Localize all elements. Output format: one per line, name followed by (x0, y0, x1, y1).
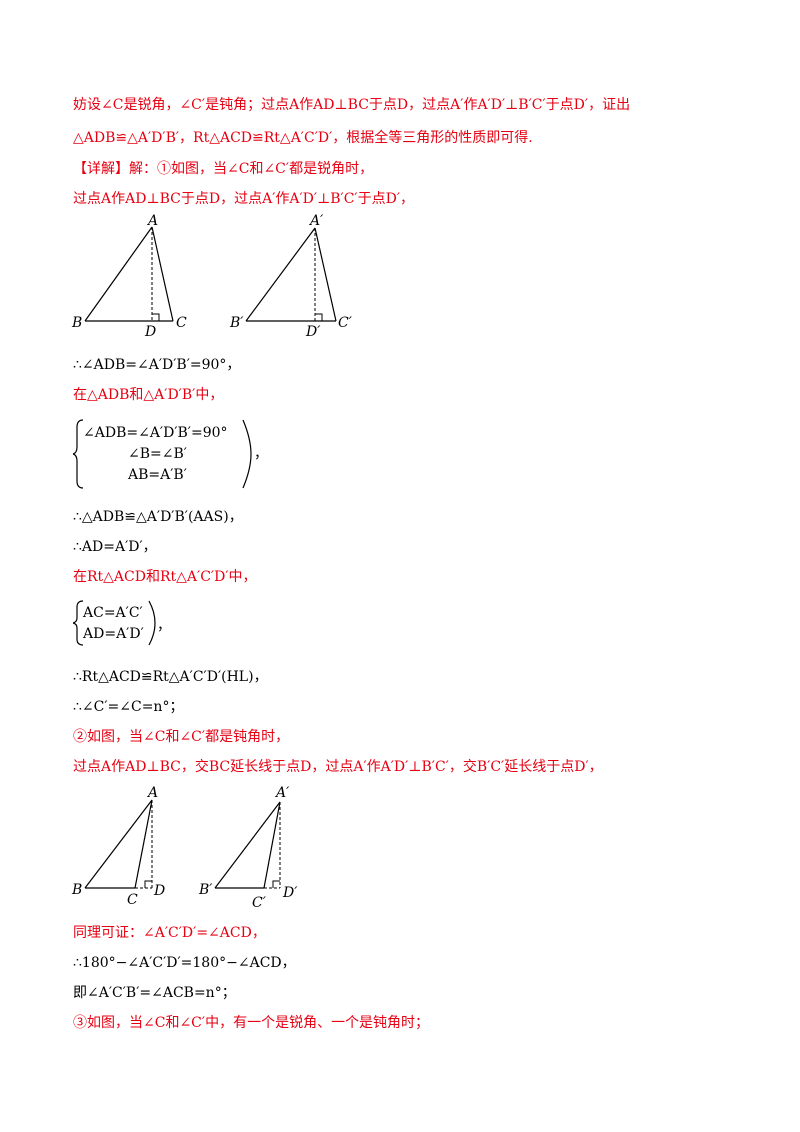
label-B-prime: B′ (198, 882, 213, 898)
label-C: C (176, 315, 187, 331)
supplement-equation: ∴180°−∠A′C′D′=180°−∠ACD， (73, 955, 296, 971)
left-brace-icon (73, 600, 84, 646)
label-B: B (71, 315, 82, 331)
conclusion-hl: ∴Rt△ACD≌Rt△A′C′D′(HL)， (73, 669, 268, 685)
label-D: D (153, 883, 165, 899)
right-paren-icon (242, 419, 252, 489)
label-C-prime: C′ (338, 315, 353, 331)
system-aas-tail: ， (254, 446, 268, 462)
system-hl-tail: ， (157, 618, 171, 634)
conclusion-ad-equal: ∴AD=A′D′， (73, 539, 157, 555)
triangle-abc-prime-obtuse: A′ B′ C′ D′ (198, 785, 298, 911)
triangle-abc-acute: A B C D (71, 214, 187, 339)
left-brace-icon (73, 419, 84, 489)
detail-tag: 【详解】 (73, 161, 129, 177)
proof-right-angles: ∴∠ADB=∠A′D′B′=90°， (73, 357, 241, 373)
label-A: A (146, 214, 158, 229)
label-A: A (146, 785, 158, 801)
label-D-prime: D′ (282, 885, 298, 901)
case2-construction: 过点A作AD⊥BC，交BC延长线于点D，过点A′作A′D′⊥B′C′，交B′C′… (73, 759, 603, 775)
label-D-prime: D′ (305, 324, 321, 339)
label-A-prime: A′ (308, 214, 324, 229)
case3-intro: ③如图，当∠C和∠C′中，有一个是锐角、一个是钝角时； (73, 1015, 430, 1031)
detail-heading: 【详解】解：①如图，当∠C和∠C′都是锐角时， (73, 160, 373, 178)
triangle-abc-prime-acute: A′ B′ C′ D′ (229, 214, 353, 339)
figure-obtuse-triangles: A B C D A′ B′ C′ D′ (71, 785, 298, 911)
system-hl-row-2: AD=A′D′ (83, 626, 144, 642)
system-aas-row-3: AB=A′B′ (128, 467, 187, 483)
triangle-abc-obtuse: A B C D (71, 785, 165, 908)
label-D: D (144, 324, 156, 339)
label-C: C (127, 892, 138, 908)
label-C-prime: C′ (252, 895, 267, 911)
case1-construction: 过点A作AD⊥BC于点D，过点A′作A′D′⊥B′C′于点D′， (73, 191, 415, 207)
in-triangles-adb: 在△ADB和△A′D′B′中， (73, 387, 224, 403)
angle-conclusion: 即∠A′C′B′=∠ACB=n°； (73, 985, 236, 1001)
analysis-line-2: △ADB≌△A′D′B′，Rt△ACD≌Rt△A′C′D′，根据全等三角形的性质… (73, 130, 533, 146)
conclusion-aas: ∴△ADB≌△A′D′B′(AAS)， (73, 509, 243, 525)
in-rt-triangles: 在Rt△ACD和Rt△A′C′D′中， (73, 569, 257, 585)
system-hl-row-1: AC=A′C′ (83, 605, 143, 621)
case2-intro: ②如图，当∠C和∠C′都是钝角时， (73, 729, 290, 745)
figure-acute-triangles: A B C D A′ B′ C′ D′ (71, 214, 353, 339)
conclusion-angle-equal: ∴∠C′=∠C=n°； (73, 699, 184, 715)
similarly-proven: 同理可证：∠A′C′D′=∠ACD， (73, 925, 266, 941)
label-B-prime: B′ (229, 315, 244, 331)
system-aas-row-1: ∠ADB=∠A′D′B′=90° (83, 425, 228, 441)
label-A-prime: A′ (274, 785, 290, 801)
right-paren-icon (148, 600, 156, 646)
system-aas-row-2: ∠B=∠B′ (128, 446, 187, 462)
analysis-line-1: 妨设∠C是锐角，∠C′是钝角；过点A作AD⊥BC于点D，过点A′作A′D′⊥B′… (73, 97, 631, 113)
label-B: B (71, 882, 82, 898)
detail-case1-intro: 解：①如图，当∠C和∠C′都是锐角时， (129, 161, 374, 177)
